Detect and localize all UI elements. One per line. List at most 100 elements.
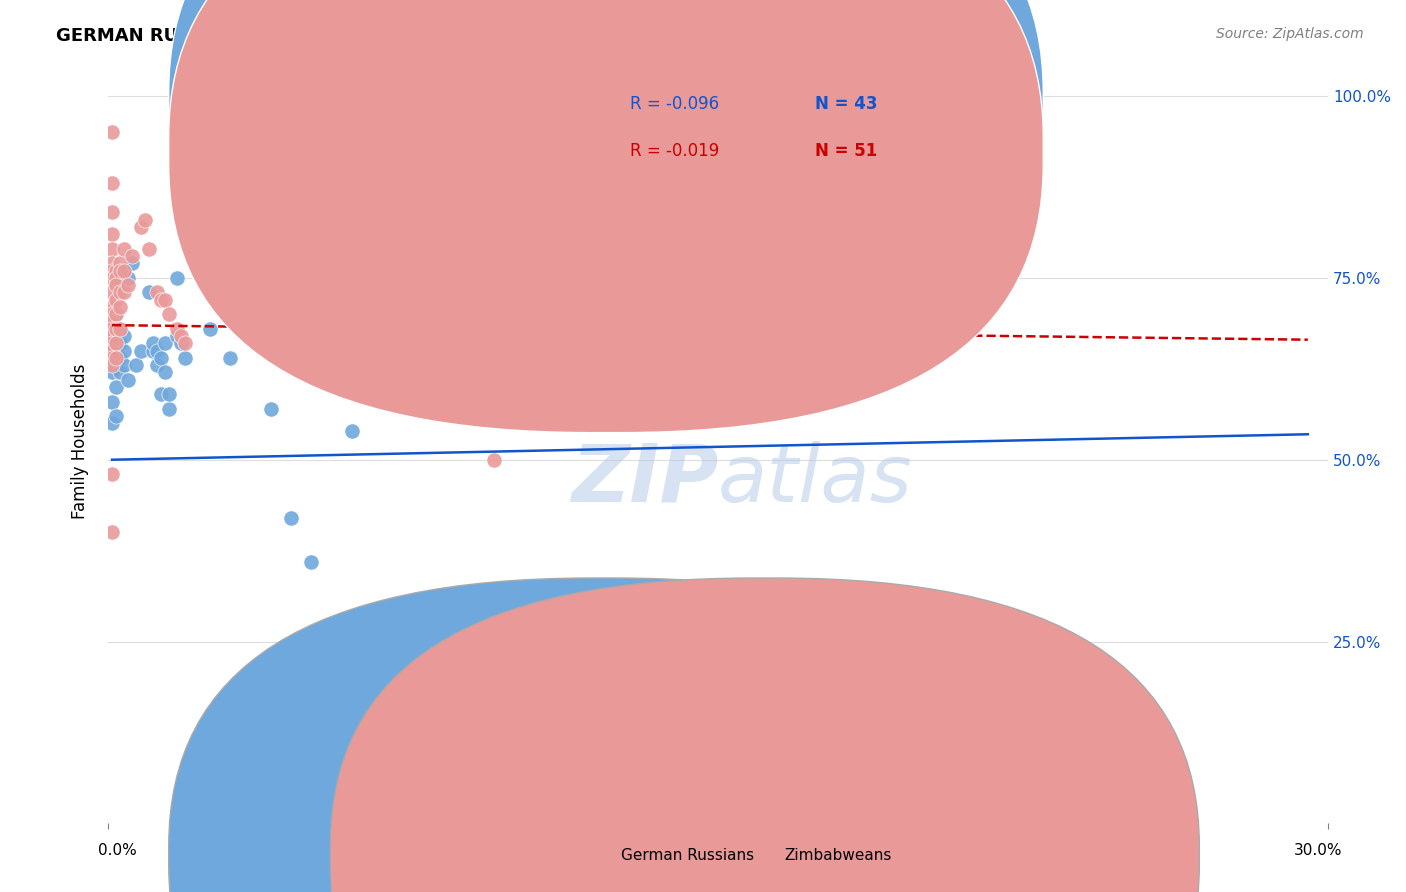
Point <box>105 343 128 358</box>
Point <box>153 336 176 351</box>
Point <box>146 358 169 372</box>
Point <box>101 242 124 256</box>
Point <box>105 270 128 285</box>
Point <box>101 227 124 242</box>
Point <box>108 322 131 336</box>
Point <box>101 329 124 343</box>
Text: 0.0%: 0.0% <box>98 843 138 858</box>
Point <box>153 293 176 307</box>
Text: 30.0%: 30.0% <box>1295 843 1343 858</box>
Point <box>170 336 193 351</box>
Point <box>117 373 139 387</box>
Point <box>112 329 135 343</box>
Point <box>166 270 188 285</box>
Point <box>105 307 128 321</box>
Point <box>340 358 363 372</box>
Point <box>101 336 124 351</box>
Text: N = 43: N = 43 <box>815 95 877 113</box>
Point <box>108 336 131 351</box>
Point <box>101 525 124 540</box>
Point <box>117 278 139 293</box>
Point <box>105 336 128 351</box>
Point <box>105 351 128 365</box>
Point <box>101 322 124 336</box>
Point <box>121 249 143 263</box>
Point <box>138 285 160 300</box>
Point <box>101 300 124 314</box>
Point <box>219 351 242 365</box>
Point <box>101 351 124 365</box>
Point <box>142 343 165 358</box>
Point <box>112 285 135 300</box>
Point <box>108 300 131 314</box>
Point <box>129 219 152 234</box>
Point <box>117 270 139 285</box>
Text: Source: ZipAtlas.com: Source: ZipAtlas.com <box>1216 27 1364 41</box>
Point <box>198 322 221 336</box>
Point <box>134 212 156 227</box>
Point <box>101 417 124 431</box>
Point <box>166 329 188 343</box>
Point <box>153 366 176 380</box>
Point <box>149 387 172 401</box>
Point <box>101 467 124 482</box>
Text: German Russians: German Russians <box>621 848 755 863</box>
Point <box>142 336 165 351</box>
Point <box>129 343 152 358</box>
Point <box>101 358 124 372</box>
Point <box>101 270 124 285</box>
Text: R = -0.096: R = -0.096 <box>630 95 718 113</box>
Point <box>149 351 172 365</box>
Point <box>101 343 124 358</box>
Point <box>105 409 128 423</box>
Point <box>108 366 131 380</box>
Point <box>138 242 160 256</box>
Point <box>174 336 197 351</box>
Text: GERMAN RUSSIAN VS ZIMBABWEAN FAMILY HOUSEHOLDS CORRELATION CHART: GERMAN RUSSIAN VS ZIMBABWEAN FAMILY HOUS… <box>56 27 860 45</box>
Point <box>105 322 128 336</box>
Point <box>101 125 124 139</box>
Point <box>105 380 128 394</box>
Point <box>108 285 131 300</box>
Point <box>121 256 143 270</box>
Text: ZIP: ZIP <box>571 441 718 519</box>
Y-axis label: Family Households: Family Households <box>72 364 89 519</box>
Text: atlas: atlas <box>718 441 912 519</box>
Point <box>108 351 131 365</box>
Point <box>484 452 506 467</box>
Point <box>101 176 124 190</box>
Point <box>299 555 322 569</box>
Point <box>112 358 135 372</box>
Point <box>157 307 180 321</box>
Point <box>108 322 131 336</box>
Point <box>101 263 124 277</box>
Point <box>101 314 124 328</box>
Point <box>101 329 124 343</box>
Point <box>260 401 283 416</box>
Point <box>645 401 668 416</box>
Point <box>101 285 124 300</box>
Point <box>484 394 506 409</box>
Point <box>280 511 302 525</box>
Point <box>170 329 193 343</box>
Point <box>108 263 131 277</box>
Point <box>108 256 131 270</box>
Point <box>157 401 180 416</box>
Point <box>174 351 197 365</box>
Point <box>105 307 128 321</box>
Point <box>112 242 135 256</box>
Text: N = 51: N = 51 <box>815 142 877 160</box>
Point <box>105 278 128 293</box>
Point <box>101 256 124 270</box>
Point <box>910 657 932 671</box>
Point <box>146 285 169 300</box>
Point <box>105 293 128 307</box>
Point <box>112 263 135 277</box>
Point <box>101 394 124 409</box>
Point <box>101 366 124 380</box>
Point <box>585 394 607 409</box>
Point <box>101 307 124 321</box>
Point <box>125 358 148 372</box>
Point <box>105 351 128 365</box>
Point <box>564 329 586 343</box>
